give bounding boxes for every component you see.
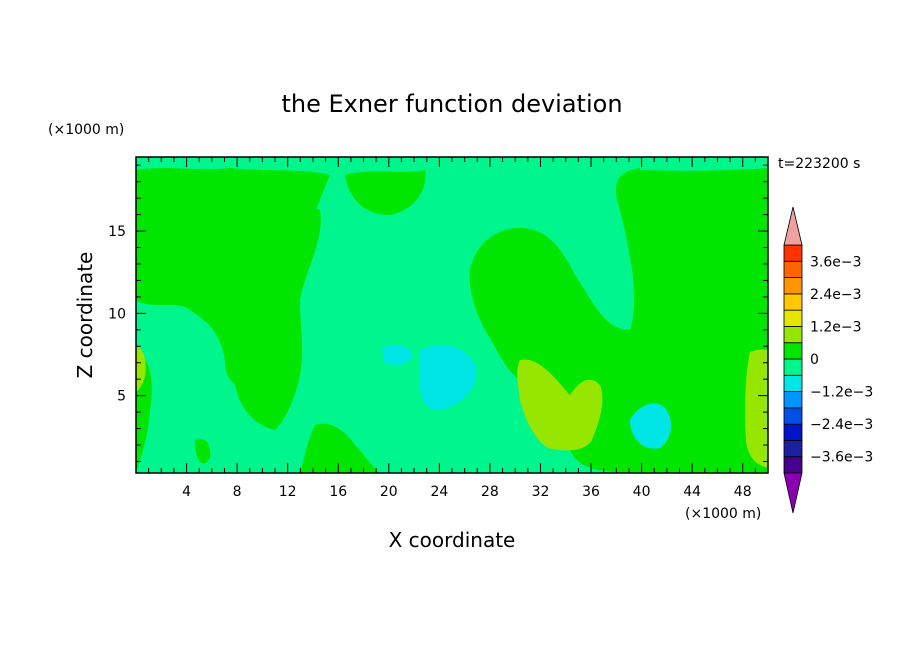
x-tick-label: 4 [182, 484, 191, 500]
colorbar-segment [783, 244, 803, 262]
x-tick-label: 28 [481, 484, 499, 500]
contour-field [136, 157, 768, 473]
y-axis-label: Z coordinate [73, 252, 97, 379]
y-axis: 5 10 15 [108, 164, 768, 462]
colorbar-min-arrow [783, 472, 803, 514]
contour-region-low-center [419, 345, 476, 411]
colorbar: 3.6e−3 2.4e−3 1.2e−3 0 −1.2e−3 −2.4e−3 −3.6e−3 [783, 206, 873, 514]
x-tick-label: 12 [279, 484, 297, 500]
y-tick-label: 15 [108, 224, 126, 240]
y-tick-label: 10 [108, 306, 126, 322]
contour-region-high-right-edge [745, 349, 768, 468]
colorbar-max-arrow [783, 206, 803, 246]
contour-region-low-right [630, 403, 672, 449]
x-tick-label: 20 [380, 484, 398, 500]
colorbar-tick-label: −2.4e−3 [810, 417, 873, 433]
contour-region-positive-bottom-center [300, 423, 380, 473]
colorbar-segment [783, 342, 803, 360]
colorbar-segment [783, 456, 803, 474]
colorbar-segment [783, 423, 803, 441]
contour-region-positive-mid-left [213, 198, 321, 430]
x-axis-label: X coordinate [389, 528, 516, 552]
x-tick-label: 44 [683, 484, 701, 500]
colorbar-tick-label: 0 [810, 352, 819, 368]
x-tick-label: 32 [532, 484, 550, 500]
contour-region-positive-bottom-small [195, 438, 211, 464]
time-label: t=223200 s [778, 156, 860, 172]
x-tick-label: 8 [233, 484, 242, 500]
x-unit-label: (×1000 m) [685, 506, 761, 522]
x-tick-label: 16 [329, 484, 347, 500]
colorbar-segment [783, 358, 803, 376]
colorbar-segment [783, 309, 803, 327]
y-tick-label: 5 [117, 389, 126, 405]
colorbar-segment [783, 277, 803, 295]
colorbar-tick-label: 3.6e−3 [810, 254, 862, 270]
colorbar-segment [783, 293, 803, 311]
x-tick-label: 24 [430, 484, 448, 500]
colorbar-segment [783, 374, 803, 392]
colorbar-tick-label: −3.6e−3 [810, 450, 873, 466]
colorbar-segment [783, 326, 803, 344]
colorbar-segment [783, 407, 803, 425]
chart-title: the Exner function deviation [281, 90, 622, 118]
colorbar-tick-label: −1.2e−3 [810, 385, 873, 401]
contour-region-low-center-small [382, 344, 412, 366]
contour-region-positive-top-center [345, 170, 426, 215]
contour-region-high-center-right [517, 359, 603, 451]
colorbar-tick-label: 1.2e−3 [810, 319, 862, 335]
x-tick-label: 40 [633, 484, 651, 500]
colorbar-segment [783, 440, 803, 458]
x-tick-label: 36 [582, 484, 600, 500]
x-axis: 4 8 12 16 20 24 28 32 36 40 44 48 [148, 157, 756, 500]
colorbar-tick-label: 2.4e−3 [810, 287, 862, 303]
colorbar-segment [783, 260, 803, 278]
colorbar-segment [783, 391, 803, 409]
y-unit-label: (×1000 m) [48, 122, 124, 138]
x-tick-label: 48 [734, 484, 752, 500]
contour-region-high-left-edge [136, 345, 146, 392]
